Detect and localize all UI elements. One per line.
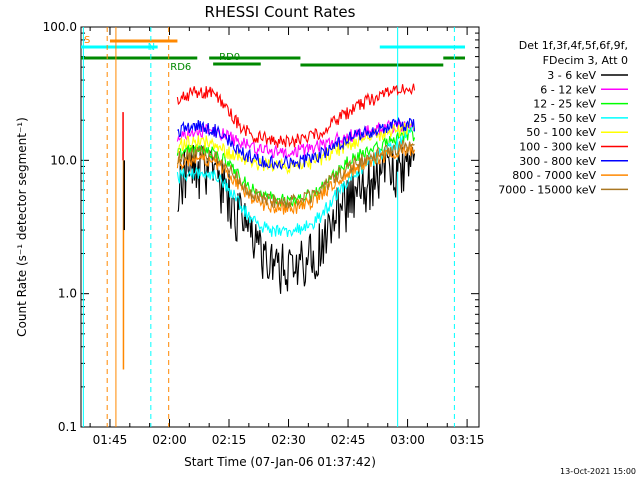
flag-label-s: S [84,35,90,46]
x-tick-label: 02:00 [152,433,187,447]
y-axis-label: Count Rate (s⁻¹ detector segment⁻¹) [15,117,29,337]
plot-frame [80,26,480,428]
footer-date-stamp: 13-Oct-2021 15:00 [560,467,636,476]
y-axis-ticks: 0.1 1.0 10.0 100.0 [43,20,479,434]
series-line-2 [176,126,416,207]
chart-title: RHESSI Count Rates [205,3,356,21]
series-line-0 [177,144,416,294]
y-tick-label: 100.0 [43,20,77,34]
x-tick-label: 02:15 [212,433,247,447]
x-axis-ticks: 01:45 02:00 02:15 02:30 02:45 03:00 03:15 [89,27,485,447]
legend-label: 50 - 100 keV [526,126,596,139]
series-lines [122,83,416,370]
y-tick-label: 1.0 [58,287,77,301]
x-tick-label: 02:30 [271,433,306,447]
x-tick-label: 01:45 [93,433,128,447]
legend-header-line2: FDecim 3, Att 0 [543,54,628,67]
x-tick-label: 02:45 [331,433,366,447]
legend-label: 6 - 12 keV [540,83,596,96]
flag-label-rd6: RD6 [170,62,191,73]
x-tick-label: 03:15 [450,433,485,447]
legend-label: 3 - 6 keV [547,69,596,82]
legend-label: 800 - 7000 keV [512,169,596,182]
x-tick-label: 03:00 [390,433,425,447]
series-line-3 [176,126,416,238]
legend-label: 100 - 300 keV [519,141,596,154]
legend-header-line1: Det 1f,3f,4f,5f,6f,9f, [519,39,628,52]
attenuator-flags: SNRD6RD0 [81,27,465,427]
legend-label: 7000 - 15000 keV [498,183,596,196]
y-tick-label: 10.0 [50,153,77,167]
legend: Det 1f,3f,4f,5f,6f,9f, FDecim 3, Att 0 3… [498,39,628,196]
series-line-7 [176,143,416,215]
legend-label: 300 - 800 keV [519,155,596,168]
y-tick-label: 0.1 [58,420,77,434]
series-line-8 [176,139,415,209]
series-line-6 [177,116,416,170]
legend-label: 12 - 25 keV [533,98,596,111]
legend-label: 25 - 50 keV [533,112,596,125]
x-axis-label: Start Time (07-Jan-06 01:37:42) [184,455,376,469]
series-line-5 [176,83,416,148]
